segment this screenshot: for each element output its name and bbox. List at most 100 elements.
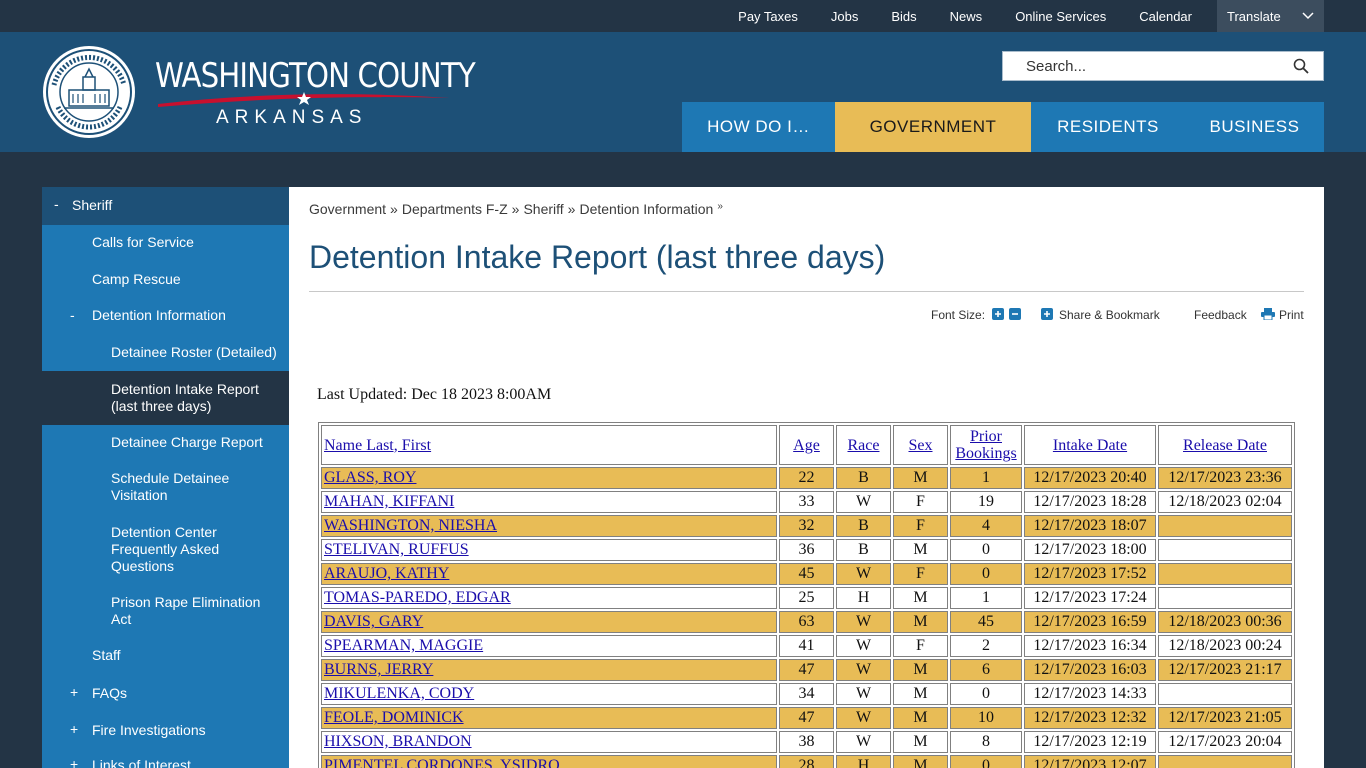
nav-government[interactable]: GOVERNMENT bbox=[835, 102, 1031, 152]
last-updated: Last Updated: Dec 18 2023 8:00AM bbox=[317, 386, 552, 403]
search-input[interactable] bbox=[1003, 52, 1283, 80]
translate-dropdown[interactable]: Translate bbox=[1217, 0, 1324, 32]
breadcrumb-separator: » bbox=[567, 201, 576, 217]
cell-age: 28 bbox=[779, 755, 834, 768]
prior-line-2: Bookings bbox=[955, 445, 1017, 462]
sort-release-link[interactable]: Release Date bbox=[1183, 436, 1267, 454]
sidebar-item-sheriff[interactable]: - Sheriff bbox=[42, 187, 289, 225]
content-panel: Government» Departments F-Z» Sheriff» Deten… bbox=[289, 187, 1324, 768]
sidebar-item-label: Links of Interest bbox=[92, 757, 191, 768]
detainee-name-link[interactable]: ARAUJO, KATHY bbox=[324, 565, 450, 582]
cell-race: W bbox=[836, 635, 891, 657]
sidebar-item-prea[interactable]: Prison Rape Elimination Act bbox=[42, 585, 289, 639]
share-bookmark-link[interactable]: Share & Bookmark bbox=[1059, 308, 1160, 322]
sidebar-item-detention-information[interactable]: - Detention Information bbox=[42, 298, 289, 335]
breadcrumb-government[interactable]: Government bbox=[309, 201, 387, 217]
top-link-online-services[interactable]: Online Services bbox=[1015, 8, 1107, 24]
utility-links: Pay Taxes Jobs Bids News Online Services… bbox=[705, 0, 1192, 32]
sidebar-item-detention-intake-report[interactable]: Detention Intake Report (last three days… bbox=[42, 371, 289, 425]
cell-sex: M bbox=[893, 611, 948, 633]
cell-prior-bookings: 19 bbox=[950, 491, 1022, 513]
print-icon[interactable] bbox=[1261, 308, 1275, 320]
sidebar-item-faqs[interactable]: + FAQs bbox=[42, 676, 289, 713]
sidebar-item-detainee-roster[interactable]: Detainee Roster (Detailed) bbox=[42, 335, 289, 371]
detainee-name-link[interactable]: BURNS, JERRY bbox=[324, 661, 434, 678]
font-increase-icon[interactable] bbox=[992, 308, 1004, 320]
nav-how-do-i[interactable]: HOW DO I… bbox=[682, 102, 835, 152]
breadcrumb-sheriff[interactable]: Sheriff bbox=[523, 201, 564, 217]
feedback-link[interactable]: Feedback bbox=[1194, 308, 1247, 322]
brand-title[interactable]: WASHINGTON COUNTY bbox=[155, 56, 476, 96]
sidebar-item-calls-for-service[interactable]: Calls for Service bbox=[42, 225, 289, 262]
cell-age: 41 bbox=[779, 635, 834, 657]
sort-name-link[interactable]: Name Last, First bbox=[324, 436, 432, 454]
cell-prior-bookings: 4 bbox=[950, 515, 1022, 537]
detainee-name-link[interactable]: HIXSON, BRANDON bbox=[324, 733, 472, 750]
collapse-marker: - bbox=[54, 196, 59, 212]
sort-age-link[interactable]: Age bbox=[793, 436, 820, 454]
cell-prior-bookings: 1 bbox=[950, 587, 1022, 609]
sidebar-item-detainee-charge-report[interactable]: Detainee Charge Report bbox=[42, 425, 289, 461]
chevron-down-icon bbox=[1302, 12, 1314, 20]
brand-subtitle: ARKANSAS bbox=[216, 107, 368, 128]
cell-release-date bbox=[1158, 587, 1292, 609]
cell-name: BURNS, JERRY bbox=[321, 659, 777, 681]
sort-race-link[interactable]: Race bbox=[847, 436, 880, 454]
cell-race: W bbox=[836, 611, 891, 633]
top-link-news[interactable]: News bbox=[949, 8, 983, 24]
cell-prior-bookings: 2 bbox=[950, 635, 1022, 657]
detainee-name-link[interactable]: MAHAN, KIFFANI bbox=[324, 493, 455, 510]
table-row: MIKULENKA, CODY 34 W M 0 12/17/2023 14:33 bbox=[321, 683, 1292, 705]
cell-race: W bbox=[836, 707, 891, 729]
table-row: ARAUJO, KATHY 45 W F 0 12/17/2023 17:52 bbox=[321, 563, 1292, 585]
top-link-jobs[interactable]: Jobs bbox=[830, 8, 859, 24]
detainee-name-link[interactable]: MIKULENKA, CODY bbox=[324, 685, 475, 702]
table-row: STELIVAN, RUFFUS 36 B M 0 12/17/2023 18:00 bbox=[321, 539, 1292, 561]
breadcrumb-departments[interactable]: Departments F-Z bbox=[401, 201, 508, 217]
detainee-name-link[interactable]: STELIVAN, RUFFUS bbox=[324, 541, 469, 558]
detainee-name-link[interactable]: DAVIS, GARY bbox=[324, 613, 424, 630]
breadcrumb-separator: » bbox=[717, 201, 723, 212]
top-link-pay-taxes[interactable]: Pay Taxes bbox=[738, 8, 798, 24]
county-seal-logo[interactable] bbox=[42, 45, 136, 139]
detainee-name-link[interactable]: GLASS, ROY bbox=[324, 469, 417, 486]
cell-age: 45 bbox=[779, 563, 834, 585]
sort-intake-link[interactable]: Intake Date bbox=[1052, 436, 1128, 454]
cell-name: MIKULENKA, CODY bbox=[321, 683, 777, 705]
search-box bbox=[1002, 51, 1324, 81]
font-size-label: Font Size: bbox=[931, 308, 986, 322]
cell-release-date bbox=[1158, 515, 1292, 537]
nav-residents[interactable]: RESIDENTS bbox=[1031, 102, 1185, 152]
nav-business[interactable]: BUSINESS bbox=[1185, 102, 1324, 152]
detainee-name-link[interactable]: TOMAS-PAREDO, EDGAR bbox=[324, 589, 511, 606]
cell-release-date: 12/18/2023 02:04 bbox=[1158, 491, 1292, 513]
sidebar-item-detention-faq[interactable]: Detention Center Frequently Asked Questi… bbox=[42, 515, 289, 585]
share-icon[interactable] bbox=[1041, 308, 1053, 320]
cell-release-date: 12/18/2023 00:24 bbox=[1158, 635, 1292, 657]
utility-bar: Pay Taxes Jobs Bids News Online Services… bbox=[0, 0, 1366, 32]
font-decrease-icon[interactable] bbox=[1009, 308, 1021, 320]
col-header-sex: Sex bbox=[893, 425, 948, 465]
cell-age: 38 bbox=[779, 731, 834, 753]
top-link-calendar[interactable]: Calendar bbox=[1139, 8, 1192, 24]
cell-name: PIMENTEL CORDONES, YSIDRO bbox=[321, 755, 777, 768]
sidebar-item-schedule-visitation[interactable]: Schedule Detainee Visitation bbox=[42, 461, 289, 515]
print-link[interactable]: Print bbox=[1279, 308, 1304, 322]
table-row: DAVIS, GARY 63 W M 45 12/17/2023 16:59 12/18/… bbox=[321, 611, 1292, 633]
detainee-name-link[interactable]: SPEARMAN, MAGGIE bbox=[324, 637, 484, 654]
cell-sex: M bbox=[893, 467, 948, 489]
translate-label: Translate bbox=[1227, 8, 1281, 24]
detainee-name-link[interactable]: FEOLE, DOMINICK bbox=[324, 709, 464, 726]
sort-sex-link[interactable]: Sex bbox=[908, 436, 933, 454]
detainee-name-link[interactable]: PIMENTEL CORDONES, YSIDRO bbox=[324, 757, 560, 768]
sidebar-item-camp-rescue[interactable]: Camp Rescue bbox=[42, 262, 289, 298]
search-icon[interactable] bbox=[1293, 58, 1309, 74]
top-link-bids[interactable]: Bids bbox=[891, 8, 917, 24]
detainee-name-link[interactable]: WASHINGTON, NIESHA bbox=[324, 517, 498, 534]
sidebar-item-staff[interactable]: Staff bbox=[42, 639, 289, 676]
sidebar-item-links-of-interest[interactable]: + Links of Interest bbox=[42, 749, 289, 768]
sort-prior-link[interactable]: Prior Bookings bbox=[955, 428, 1016, 462]
breadcrumb-detention-information[interactable]: Detention Information bbox=[579, 201, 714, 217]
sidebar-item-fire-investigations[interactable]: + Fire Investigations bbox=[42, 713, 289, 749]
cell-prior-bookings: 45 bbox=[950, 611, 1022, 633]
